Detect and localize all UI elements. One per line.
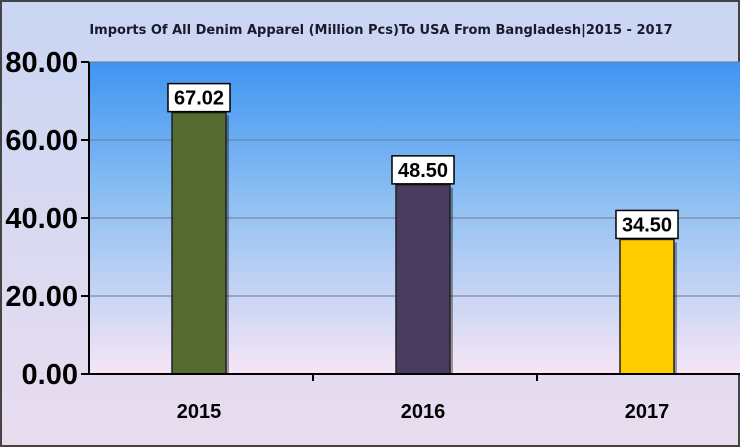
y-tick-label: 40.00	[5, 203, 78, 235]
data-label: 34.50	[622, 214, 672, 236]
bar-2017	[619, 238, 675, 375]
bar-2015	[171, 111, 227, 375]
bar-2016	[395, 184, 451, 375]
x-tick-label: 2017	[625, 401, 670, 423]
x-tick-label: 2016	[401, 401, 446, 423]
y-axis-ticks: 0.00 20.00 40.00 60.00 80.00	[5, 47, 89, 391]
data-labels: 67.02 48.50 34.50	[167, 82, 679, 240]
bars	[171, 111, 677, 375]
y-tick-label: 80.00	[5, 47, 78, 79]
y-tick-label: 60.00	[5, 125, 78, 157]
y-tick-label: 20.00	[5, 281, 78, 313]
x-tick-label: 2015	[177, 401, 222, 423]
data-label: 67.02	[174, 88, 224, 110]
data-label: 48.50	[398, 160, 448, 182]
chart-title: Imports Of All Denim Apparel (Million Pc…	[89, 23, 672, 38]
x-axis-ticks: 2015 2016 2017	[177, 374, 670, 423]
data-label-box	[167, 82, 231, 113]
y-tick-label: 0.00	[22, 359, 78, 391]
data-label-box	[615, 209, 679, 240]
data-label-box	[391, 155, 455, 185]
